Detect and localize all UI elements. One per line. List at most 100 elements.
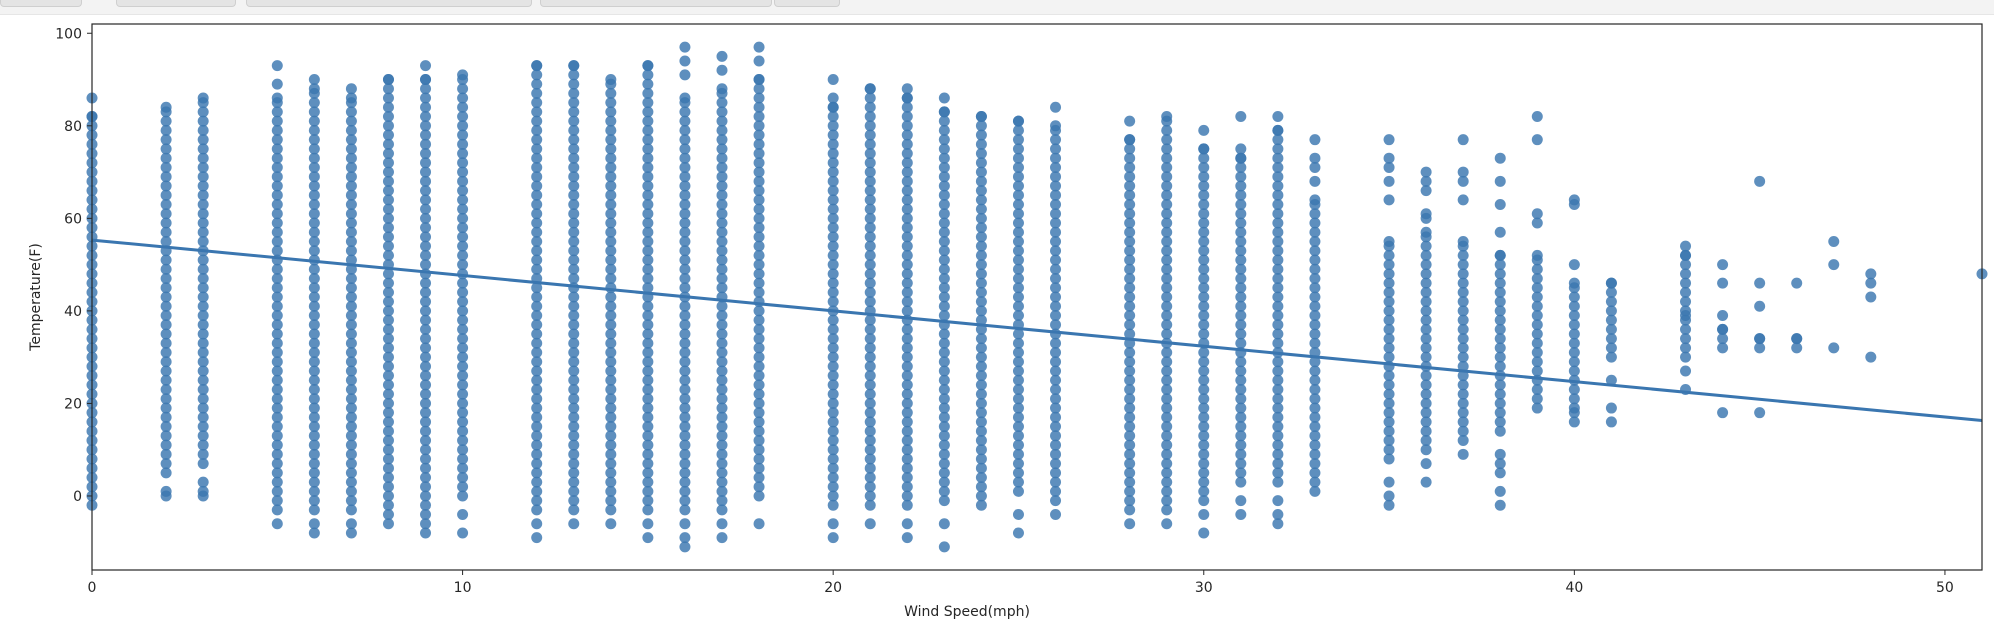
scatter-point xyxy=(901,407,913,419)
scatter-point xyxy=(753,407,765,419)
scatter-point xyxy=(1198,226,1210,238)
scatter-point xyxy=(1605,402,1617,414)
scatter-point xyxy=(1198,161,1210,173)
scatter-point xyxy=(345,458,357,470)
scatter-point xyxy=(1309,226,1321,238)
scatter-point xyxy=(864,240,876,252)
scatter-point xyxy=(938,458,950,470)
scatter-point xyxy=(1272,476,1284,488)
scatter-point xyxy=(716,226,728,238)
toolbar-tab-3[interactable] xyxy=(246,0,532,7)
scatter-point xyxy=(1235,291,1247,303)
scatter-point xyxy=(531,208,543,220)
scatter-point xyxy=(901,471,913,483)
scatter-point xyxy=(827,360,839,372)
scatter-point xyxy=(679,55,691,67)
scatter-point xyxy=(1272,430,1284,442)
scatter-point xyxy=(827,268,839,280)
scatter-point xyxy=(568,319,580,331)
scatter-point xyxy=(901,203,913,215)
scatter-point xyxy=(271,504,283,516)
scatter-point xyxy=(1865,291,1877,303)
scatter-point xyxy=(716,97,728,109)
scatter-point xyxy=(197,356,209,368)
scatter-point xyxy=(308,518,320,530)
scatter-point xyxy=(531,171,543,183)
scatter-point xyxy=(531,300,543,312)
scatter-point xyxy=(1198,171,1210,183)
scatter-point xyxy=(642,356,654,368)
scatter-point xyxy=(345,171,357,183)
scatter-point xyxy=(1235,208,1247,220)
scatter-point xyxy=(864,101,876,113)
x-axis-ticks: 0 10 20 30 40 50 xyxy=(88,570,1954,596)
scatter-point xyxy=(1420,333,1432,345)
scatter-point xyxy=(1124,319,1136,331)
scatter-point xyxy=(568,254,580,266)
scatter-point xyxy=(308,430,320,442)
scatter-point xyxy=(345,282,357,294)
scatter-point xyxy=(308,171,320,183)
toolbar-tab-4[interactable] xyxy=(540,0,772,7)
scatter-point xyxy=(1124,272,1136,284)
scatter-point xyxy=(197,476,209,488)
scatter-point xyxy=(271,374,283,386)
scatter-point xyxy=(308,421,320,433)
scatter-point xyxy=(531,198,543,210)
scatter-point xyxy=(568,152,580,164)
scatter-point xyxy=(1012,328,1024,340)
scatter-point xyxy=(382,305,394,317)
scatter-point xyxy=(345,467,357,479)
scatter-point xyxy=(1754,277,1766,289)
scatter-point xyxy=(1309,337,1321,349)
scatter-point xyxy=(753,518,765,530)
scatter-point xyxy=(753,360,765,372)
scatter-point xyxy=(938,384,950,396)
scatter-point xyxy=(420,277,432,289)
scatter-point xyxy=(642,143,654,155)
scatter-point xyxy=(716,458,728,470)
scatter-point xyxy=(1494,249,1506,261)
scatter-point xyxy=(457,69,469,81)
scatter-point xyxy=(568,198,580,210)
scatter-point xyxy=(1012,134,1024,146)
scatter-point xyxy=(1420,240,1432,252)
scatter-point xyxy=(938,310,950,322)
scatter-point xyxy=(271,92,283,104)
toolbar-tab-2[interactable] xyxy=(116,0,236,7)
scatter-point xyxy=(1457,166,1469,178)
scatter-point xyxy=(827,231,839,243)
scatter-point xyxy=(1050,393,1062,405)
x-tick-label: 40 xyxy=(1565,580,1583,596)
scatter-point xyxy=(1012,254,1024,266)
scatter-point xyxy=(382,444,394,456)
scatter-point xyxy=(531,245,543,257)
scatter-point xyxy=(642,347,654,359)
scatter-point xyxy=(1161,171,1173,183)
scatter-point xyxy=(382,481,394,493)
scatter-point xyxy=(345,328,357,340)
scatter-point xyxy=(457,194,469,206)
scatter-point xyxy=(753,370,765,382)
scatter-point xyxy=(1791,333,1803,345)
scatter-point xyxy=(642,467,654,479)
scatter-point xyxy=(1124,393,1136,405)
scatter-point xyxy=(345,439,357,451)
scatter-point xyxy=(642,124,654,136)
scatter-point xyxy=(1680,259,1692,271)
x-tick-label: 20 xyxy=(824,580,842,596)
scatter-point xyxy=(1012,245,1024,257)
toolbar-tab-1[interactable] xyxy=(0,0,82,7)
scatter-point xyxy=(901,129,913,141)
scatter-point xyxy=(457,388,469,400)
scatter-point xyxy=(345,527,357,539)
scatter-point xyxy=(642,365,654,377)
scatter-point xyxy=(420,397,432,409)
scatter-point xyxy=(1309,374,1321,386)
scatter-point xyxy=(1531,319,1543,331)
scatter-point xyxy=(716,282,728,294)
scatter-point xyxy=(1865,268,1877,280)
scatter-point xyxy=(1124,115,1136,127)
scatter-point xyxy=(420,444,432,456)
toolbar-tab-5[interactable] xyxy=(774,0,840,7)
